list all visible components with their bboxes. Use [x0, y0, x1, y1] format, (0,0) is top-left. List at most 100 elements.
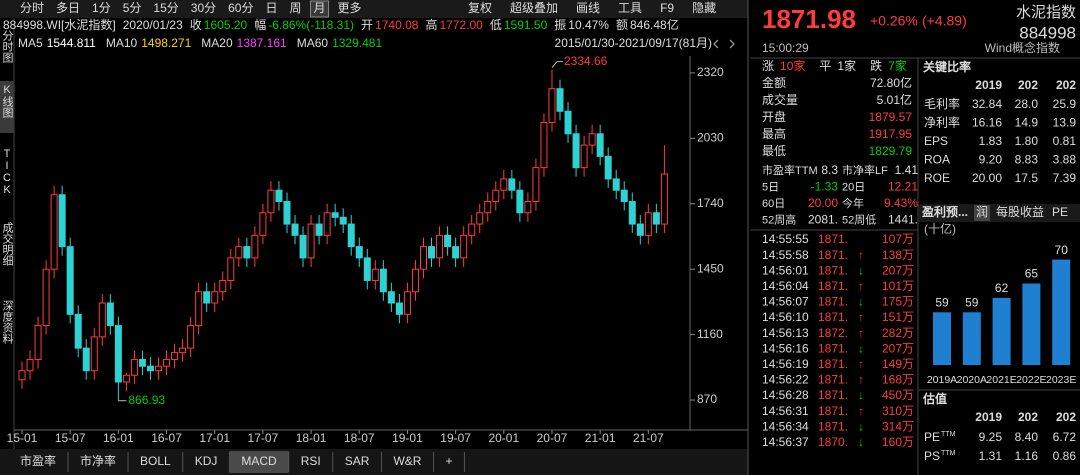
forecast-tab[interactable]: 盈利预...: [921, 204, 968, 219]
metric-label: 市盈率TTM: [762, 163, 818, 177]
x-tick-label: 20-07: [537, 431, 568, 445]
candle-body: [315, 223, 323, 236]
toolbar-tool[interactable]: 隐藏: [692, 1, 716, 15]
tick-time: 14:56:19: [762, 357, 809, 371]
valuation-label: PS: [924, 449, 940, 463]
tick-direction: ↑: [858, 310, 864, 324]
x-tick-label: 16-07: [151, 431, 182, 445]
metric-label: 20日: [842, 181, 865, 193]
tick-direction: ↓: [858, 388, 864, 402]
candle-body: [155, 365, 163, 372]
candle-body: [403, 291, 411, 315]
candle-body: [564, 110, 572, 135]
candle-body: [460, 234, 468, 259]
tick-price: 1871.: [818, 310, 848, 324]
index-code: 884998: [1019, 23, 1076, 42]
ratio-label: 净利率: [924, 115, 960, 130]
low-annotation: 866.93: [128, 393, 165, 407]
toolbar-tool[interactable]: 超级叠加: [510, 0, 558, 15]
candle-body: [387, 291, 395, 304]
ma-value: 1498.271: [141, 36, 191, 50]
tick-volume: 175万: [882, 295, 914, 309]
toolbar-tool[interactable]: F9: [660, 1, 674, 15]
candle-body: [572, 133, 580, 169]
section-title: 关键比率: [923, 59, 971, 74]
candle-body: [50, 194, 58, 270]
valuation-value: 0.86: [1053, 449, 1077, 463]
forecast-bar: [962, 312, 981, 365]
ma-value: 1387.161: [237, 36, 287, 50]
candle-body: [66, 246, 74, 315]
indicator-tab[interactable]: KDJ: [195, 454, 218, 468]
forecast-year: 2020A: [957, 374, 987, 386]
indicator-tab[interactable]: RSI: [301, 454, 321, 468]
indicator-tab[interactable]: SAR: [345, 454, 370, 468]
index-name: 水泥指数: [1016, 4, 1076, 21]
toolbar-tool[interactable]: 工具: [618, 1, 642, 15]
indicator-tab[interactable]: 市盈率: [20, 453, 56, 468]
candle-body: [363, 257, 371, 281]
candle-body: [187, 325, 195, 349]
candle-body: [612, 178, 620, 191]
side-tab[interactable]: 分时图: [1, 30, 14, 64]
toolbar-tab[interactable]: 多日: [56, 1, 80, 15]
tick-time: 14:56:34: [762, 419, 809, 433]
quote-time: 15:00:29: [762, 41, 809, 55]
tick-price: 1870.: [818, 435, 848, 449]
toolbar-tab[interactable]: 5分: [123, 1, 142, 15]
forecast-tab[interactable]: 润: [976, 205, 988, 219]
candle-body: [82, 347, 90, 372]
forecast-year: 2021E: [986, 374, 1016, 386]
forecast-tab[interactable]: PE: [1052, 205, 1068, 219]
candle-body: [355, 246, 363, 259]
side-tab[interactable]: 深度资料: [1, 300, 14, 345]
tick-volume: 149万: [882, 357, 914, 371]
forecast-year: 2023E: [1046, 374, 1076, 386]
indicator-tab[interactable]: BOLL: [140, 454, 171, 468]
column-header: 202: [1056, 78, 1076, 92]
forecast-tab[interactable]: 每股收益: [996, 204, 1044, 219]
candle-body: [203, 291, 211, 304]
toolbar-tool[interactable]: 复权: [468, 1, 492, 15]
tick-volume: 138万: [882, 248, 914, 262]
metric-label: 52周低: [842, 213, 876, 226]
indicator-tab[interactable]: W&R: [393, 454, 421, 468]
toolbar-tab[interactable]: 更多: [338, 1, 362, 15]
toolbar-tool[interactable]: 画线: [576, 1, 600, 15]
tick-volume: 314万: [882, 419, 914, 433]
metric-value: 2081.: [808, 213, 838, 227]
toolbar-tab[interactable]: 15分: [153, 1, 178, 15]
side-tab[interactable]: K线图: [1, 84, 14, 119]
candle-body: [476, 212, 484, 225]
ratio-value: 20.00: [972, 171, 1002, 185]
info-field: 高: [425, 17, 437, 32]
indicator-tab[interactable]: +: [445, 454, 452, 468]
tick-price: 1871.: [818, 232, 848, 246]
bar-value-label: 65: [1025, 267, 1039, 281]
toolbar-tab[interactable]: 30分: [191, 1, 216, 15]
side-tab[interactable]: 成交明细: [1, 222, 14, 266]
info-field: 1772.00: [439, 18, 483, 32]
toolbar-tab[interactable]: 分时: [20, 1, 44, 15]
last-price: 1871.98: [762, 4, 856, 34]
toolbar-tab[interactable]: 1分: [92, 1, 111, 15]
candle-body: [227, 257, 235, 281]
forecast-unit: (十亿): [924, 221, 956, 236]
metric-label: 52周高: [762, 212, 796, 226]
tick-time: 14:55:55: [762, 232, 809, 246]
toolbar-tab[interactable]: 月: [314, 1, 326, 15]
bottom-bar: [0, 449, 748, 475]
y-tick-label: 1450: [697, 261, 724, 275]
indicator-tab[interactable]: MACD: [241, 454, 277, 468]
candle-body: [652, 212, 660, 225]
side-tab[interactable]: TICK: [1, 148, 13, 196]
toolbar-tab[interactable]: 日: [265, 1, 277, 15]
candle-body: [516, 189, 524, 214]
toolbar-tab[interactable]: 周: [290, 1, 302, 15]
indicator-tab[interactable]: 市净率: [80, 453, 116, 468]
range-nav[interactable]: [713, 39, 735, 49]
tick-direction: ↑: [858, 357, 864, 371]
ratio-value: 17.5: [1015, 171, 1039, 185]
toolbar-tab[interactable]: 60分: [228, 1, 253, 15]
